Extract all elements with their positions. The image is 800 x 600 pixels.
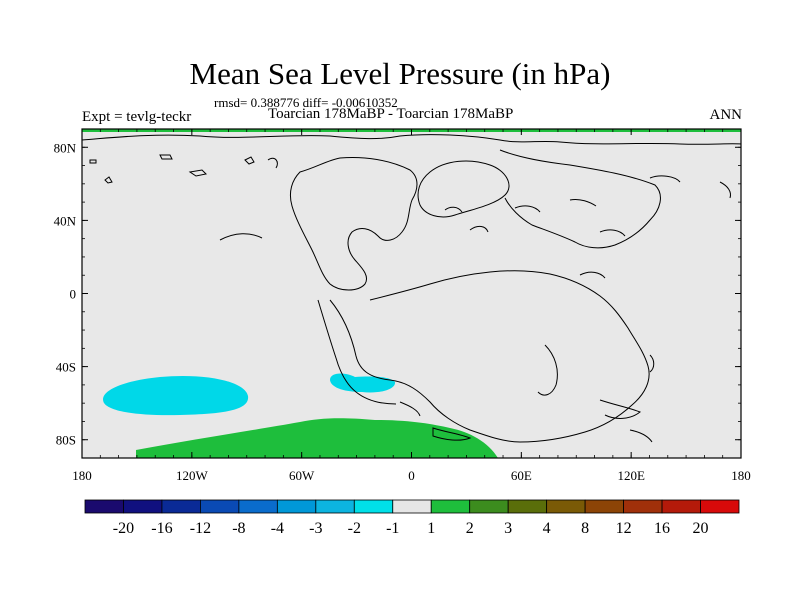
lat-tick-label: 80N	[54, 140, 77, 155]
colorbar-label: -1	[386, 520, 399, 537]
colorbar-label: -8	[232, 520, 245, 537]
colorbar-swatch	[584, 499, 624, 514]
colorbar-label: -4	[271, 520, 284, 537]
colorbar-label: 2	[466, 520, 474, 537]
lat-tick-label: 0	[70, 287, 77, 302]
colorbar-label: 12	[616, 520, 632, 537]
colorbar-swatch	[661, 499, 701, 514]
colorbar-swatch	[200, 499, 240, 514]
axis-ticks: 180 120W 60W 0 60E 120E 180 80N 40N 0 40S 80S	[54, 128, 751, 483]
colorbar-label: 3	[504, 520, 512, 537]
lat-tick-label: 80S	[56, 433, 76, 448]
colorbar-swatch	[276, 499, 317, 514]
lon-tick-label: 60E	[511, 468, 532, 483]
lon-tick-label: 180	[72, 468, 92, 483]
negative-anomaly-pacific	[103, 375, 249, 416]
colorbar-label: 1	[427, 520, 435, 537]
lat-tick-label: 40N	[54, 213, 77, 228]
colorbar-swatch	[430, 499, 471, 514]
season-label: ANN	[709, 107, 743, 123]
plot-title: Mean Sea Level Pressure (in hPa)	[189, 56, 611, 91]
lon-tick-label: 60W	[289, 468, 315, 483]
colorbar-label: 20	[693, 520, 709, 537]
colorbar-swatch	[315, 499, 355, 514]
colorbar-swatch	[546, 499, 586, 514]
lon-tick-label: 180	[731, 468, 751, 483]
lon-tick-label: 120W	[176, 468, 209, 483]
colorbar-label: 4	[543, 520, 551, 537]
colorbar-swatch	[392, 499, 432, 514]
colorbar-label: -3	[309, 520, 322, 537]
rmsd-diff-stats: rmsd= 0.388776 diff= -0.00610352	[214, 95, 398, 110]
colorbar-swatch	[700, 499, 740, 514]
colorbar: -20 -16 -12 -8 -4 -3 -2 -1 1 2 3 4 8 12 16 20	[84, 499, 740, 537]
colorbar-swatch	[84, 499, 124, 514]
colorbar-label: 16	[654, 520, 670, 537]
colorbar-swatch	[238, 499, 278, 514]
lat-tick-label: 40S	[56, 360, 76, 375]
colorbar-swatch	[623, 499, 663, 514]
positive-anomaly-antarctic	[136, 418, 498, 458]
comparison-subtitle: Toarcian 178MaBP - Toarcian 178MaBP	[268, 106, 514, 122]
colorbar-label: -16	[151, 520, 172, 537]
colorbar-label: -20	[113, 520, 134, 537]
colorbar-label: 8	[581, 520, 589, 537]
colorbar-swatch	[353, 499, 394, 514]
colorbar-swatch	[507, 499, 548, 514]
colorbar-label: -2	[348, 520, 361, 537]
colorbar-label: -12	[190, 520, 211, 537]
colorbar-swatch	[469, 499, 509, 514]
colorbar-swatch	[161, 499, 201, 514]
colorbar-swatch	[123, 499, 163, 514]
lon-tick-label: 0	[408, 468, 415, 483]
coastlines	[82, 134, 741, 443]
experiment-label: Expt = tevlg-teckr	[82, 109, 192, 125]
lon-tick-label: 120E	[617, 468, 645, 483]
